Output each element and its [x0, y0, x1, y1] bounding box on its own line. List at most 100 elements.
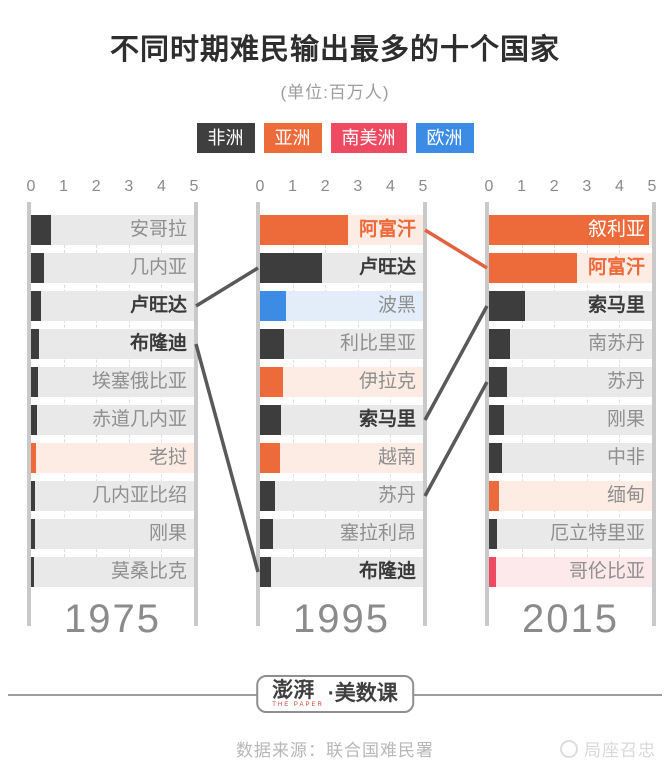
- gridline: [390, 215, 392, 587]
- page-title: 不同时期难民输出最多的十个国家: [109, 34, 560, 66]
- value-bar: [260, 443, 280, 473]
- row-track: [31, 405, 194, 435]
- gridline: [128, 215, 130, 587]
- row-track: [31, 329, 194, 359]
- refugee-bar-chart: 0 1 2 3 4 5 安哥拉 几内亚 卢旺达 布隆迪 埃塞俄比亚 赤道几内亚 老挝 几内亚比绍 刚果 莫桑比…: [0, 178, 670, 641]
- value-bar: [31, 519, 35, 549]
- value-bar: [260, 519, 274, 549]
- legend-item-europe: 欧洲: [415, 123, 474, 153]
- country-row-1995-8: 苏丹: [260, 481, 423, 511]
- row-track: [31, 253, 194, 283]
- logo-suffix-text: ·美数课: [327, 682, 398, 705]
- row-track: [489, 443, 652, 473]
- country-row-1975-2: 几内亚: [31, 253, 194, 283]
- row-track: [260, 519, 423, 549]
- value-bar: [31, 215, 51, 245]
- row-track: [31, 557, 194, 587]
- country-label: 埃塞俄比亚: [91, 371, 187, 392]
- country-label: 越南: [377, 447, 416, 468]
- value-bar: [489, 443, 503, 473]
- axis-tick: 4: [614, 178, 624, 195]
- gridline: [161, 215, 163, 587]
- country-row-1995-1: 阿富汗: [260, 215, 423, 245]
- axis-tick: 2: [91, 178, 101, 195]
- value-bar: [31, 481, 36, 511]
- row-track: [31, 481, 194, 511]
- value-bar: [31, 253, 45, 283]
- value-bar: [489, 557, 496, 587]
- country-row-2015-3: 索马里: [489, 291, 652, 321]
- value-bar: [260, 367, 283, 397]
- value-bar: [489, 481, 499, 511]
- country-label: 苏丹: [606, 371, 645, 392]
- country-row-1995-4: 利比里亚: [260, 329, 423, 359]
- country-label: 刚果: [606, 409, 645, 430]
- panel-1975: 0 1 2 3 4 5 安哥拉 几内亚 卢旺达 布隆迪 埃塞俄比亚 赤道几内亚 老挝 几内亚比绍 刚果 莫桑比…: [27, 178, 199, 641]
- country-row-2015-4: 南苏丹: [489, 329, 652, 359]
- axis-tick: 1: [288, 178, 298, 195]
- connector-布隆迪: [194, 343, 260, 573]
- axis-tick: 4: [385, 178, 395, 195]
- watermark-face-icon: [560, 739, 578, 758]
- axis-tick: 5: [647, 178, 657, 195]
- year-label-2015: 2015: [522, 597, 619, 641]
- row-track: [260, 329, 423, 359]
- country-row-1975-7: 老挝: [31, 443, 194, 473]
- country-row-1995-3: 波黑: [260, 291, 423, 321]
- axis-1995: 0 1 2 3 4 5: [256, 178, 428, 202]
- country-label: 阿富汗: [587, 257, 645, 278]
- country-row-1975-10: 莫桑比克: [31, 557, 194, 587]
- value-bar: [260, 253, 322, 283]
- country-row-1975-8: 几内亚比绍: [31, 481, 194, 511]
- value-bar: [489, 253, 578, 283]
- panel-body: 叙利亚 阿富汗 索马里 南苏丹 苏丹 刚果 中非 缅甸 厄立特里亚 哥伦比亚 2015: [485, 202, 656, 641]
- value-bar: [489, 519, 498, 549]
- axis-tick: 1: [517, 178, 527, 195]
- axis-tick: 5: [189, 178, 199, 195]
- country-label: 阿富汗: [358, 219, 416, 240]
- gridline: [63, 215, 65, 587]
- panel-body: 安哥拉 几内亚 卢旺达 布隆迪 埃塞俄比亚 赤道几内亚 老挝 几内亚比绍 刚果 莫桑比克 1975: [27, 202, 198, 641]
- country-label: 缅甸: [606, 485, 645, 506]
- axis-tick: 0: [484, 178, 494, 195]
- axis-tick: 3: [124, 178, 134, 195]
- country-label: 布隆迪: [358, 561, 416, 582]
- country-row-1975-4: 布隆迪: [31, 329, 194, 359]
- row-track: [260, 291, 423, 321]
- data-source-text: 数据来源：联合国难民署: [236, 741, 434, 760]
- right-axis-rail: [652, 202, 656, 626]
- country-row-1995-6: 索马里: [260, 405, 423, 435]
- row-track: [260, 443, 423, 473]
- country-row-1995-7: 越南: [260, 443, 423, 473]
- value-bar: [31, 443, 36, 473]
- row-track: [489, 367, 652, 397]
- country-label: 叙利亚: [587, 219, 645, 240]
- row-track: [260, 405, 423, 435]
- gridline: [619, 215, 621, 587]
- watermark: 局座召忠: [560, 736, 656, 761]
- country-label: 索马里: [587, 295, 645, 316]
- value-bar: [489, 329, 511, 359]
- country-row-2015-6: 刚果: [489, 405, 652, 435]
- row-track: [489, 481, 652, 511]
- country-label: 几内亚: [129, 257, 187, 278]
- left-axis-rail: [27, 202, 31, 626]
- value-bar: [31, 291, 41, 321]
- country-label: 几内亚比绍: [91, 485, 187, 506]
- right-axis-rail: [194, 202, 198, 626]
- source-row: 数据来源：联合国难民署 局座召忠: [0, 736, 670, 760]
- axis-tick: 5: [418, 178, 428, 195]
- connector-卢旺达: [195, 266, 259, 308]
- country-row-1975-1: 安哥拉: [31, 215, 194, 245]
- country-label: 中非: [606, 447, 645, 468]
- country-row-1975-5: 埃塞俄比亚: [31, 367, 194, 397]
- country-row-1995-5: 伊拉克: [260, 367, 423, 397]
- country-label: 伊拉克: [358, 371, 416, 392]
- gridline: [325, 215, 327, 587]
- value-bar: [260, 481, 275, 511]
- logo-cn-text: 澎湃: [272, 679, 315, 702]
- axis-tick: 2: [320, 178, 330, 195]
- country-row-2015-8: 缅甸: [489, 481, 652, 511]
- row-track: [260, 367, 423, 397]
